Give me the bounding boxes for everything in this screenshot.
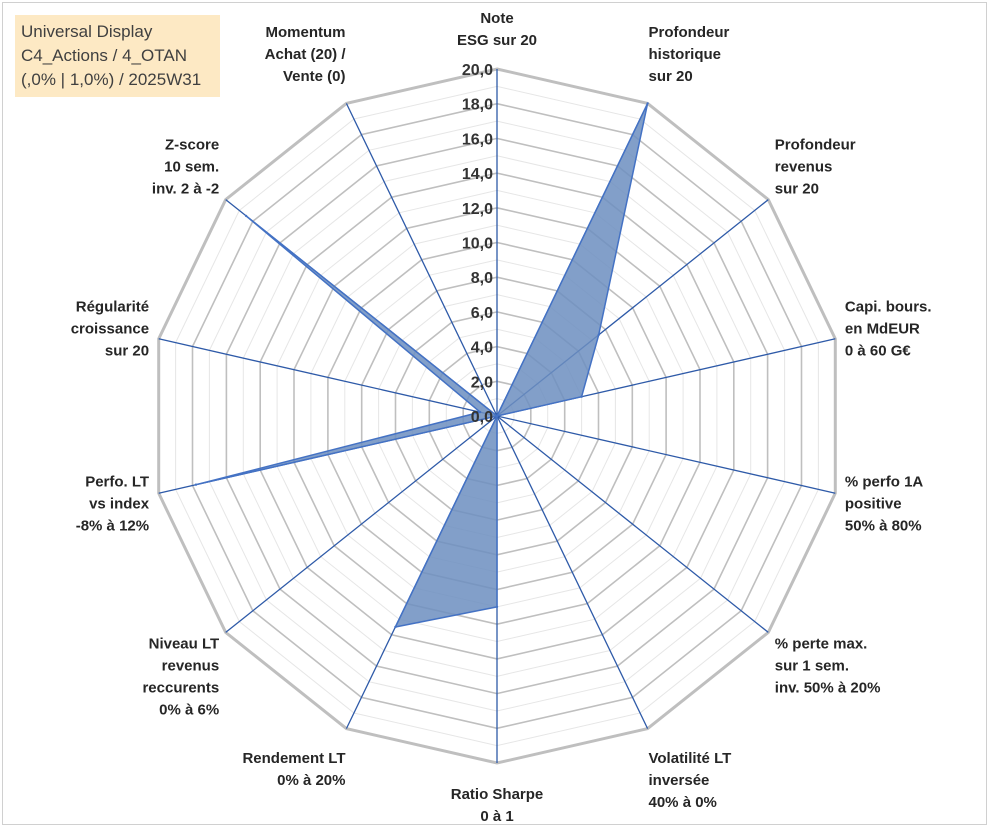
axis-label: sur 1 sem. — [775, 657, 849, 674]
tick-label: 18,0 — [462, 97, 493, 114]
axis-label: Vente (0) — [283, 68, 346, 85]
axis-label: positive — [845, 496, 902, 513]
data-point — [394, 625, 397, 629]
axis-label: sur 20 — [105, 343, 149, 360]
axis-label: % perte max. — [775, 635, 868, 652]
tick-label: 4,0 — [471, 340, 493, 357]
info-line-2: C4_Actions / 4_OTAN — [21, 46, 187, 65]
axis-label: Achat (20) / — [265, 46, 347, 63]
axis-label: -8% à 12% — [76, 518, 149, 535]
axis-label: revenus — [775, 159, 833, 176]
axis-label: Profondeur — [649, 24, 730, 41]
data-point — [478, 410, 482, 414]
axis-label: sur 20 — [775, 181, 819, 198]
axis-label: ESG sur 20 — [457, 32, 537, 49]
axis-label-group: Perfo. LT vs index -8% à 12% — [76, 474, 150, 535]
axis-label-group: Régularité croissance sur 20 — [71, 299, 149, 360]
data-point — [580, 395, 583, 398]
tick-label: 10,0 — [462, 236, 493, 253]
axis-label-group: Profondeur revenus sur 20 — [775, 137, 856, 198]
axis-labels: Note ESG sur 20 Profondeur historique sur 20… — [71, 10, 932, 825]
axis-label-group: Z-score 10 sem. inv. 2 à -2 — [152, 137, 219, 198]
spoke-line — [496, 415, 836, 494]
axis-label: 0 à 1 — [480, 808, 513, 825]
axis-label: Perfo. LT — [85, 474, 149, 491]
data-point — [495, 414, 499, 418]
axis-label: 50% à 80% — [845, 518, 922, 535]
axis-label: Profondeur — [775, 137, 856, 154]
tick-label: 16,0 — [462, 131, 493, 148]
axis-label: Ratio Sharpe — [451, 786, 544, 803]
axis-label: 40% à 0% — [649, 794, 717, 811]
axis-label: 0 à 60 G€ — [845, 343, 912, 360]
info-box: Universal Display C4_Actions / 4_OTAN (,… — [15, 15, 220, 97]
spoke-line — [496, 415, 649, 729]
axis-label: croissance — [71, 321, 149, 338]
tick-label: 2,0 — [471, 374, 493, 391]
axis-label: 0% à 20% — [277, 772, 345, 789]
axis-label: % perfo 1A — [845, 474, 924, 491]
info-line-1: Universal Display — [21, 22, 153, 41]
axis-label-group: Rendement LT 0% à 20% — [242, 750, 345, 789]
axis-label-group: Volatilité LT inversée 40% à 0% — [649, 750, 732, 811]
radial-tick-labels: 0,0 2,0 4,0 6,0 8,0 10,0 12,0 14,0 16,0 18,0 20,0 — [462, 62, 493, 426]
axis-label: 10 sem. — [164, 159, 219, 176]
spoke-line — [158, 338, 498, 417]
radar-chart: 0,02,04,06,08,010,012,014,016,018,020,0 … — [71, 10, 932, 825]
axis-label: Niveau LT — [149, 635, 220, 652]
axis-label: sur 20 — [649, 68, 693, 85]
tick-label: 12,0 — [462, 201, 493, 218]
axis-label-group: Capi. bours. en MdEUR 0 à 60 G€ — [845, 299, 932, 360]
axis-label: Z-score — [165, 137, 219, 154]
axis-label: revenus — [162, 657, 220, 674]
data-point — [597, 333, 600, 337]
axis-label: historique — [649, 46, 722, 63]
axis-label-group: Niveau LT revenus reccurents 0% à 6% — [142, 635, 219, 718]
axis-label-group: Profondeur historique sur 20 — [649, 24, 730, 85]
tick-label: 0,0 — [471, 409, 493, 426]
series-area — [195, 102, 649, 628]
radar-series — [194, 102, 649, 629]
axis-label-group: % perte max. sur 1 sem. inv. 50% à 20% — [775, 635, 881, 696]
tick-label: 6,0 — [471, 305, 493, 322]
axis-label: inversée — [649, 772, 710, 789]
axis-label: Capi. bours. — [845, 299, 932, 316]
axis-label: Note — [480, 10, 513, 27]
axis-label-group: Momentum Achat (20) / Vente (0) — [265, 24, 347, 85]
info-line-3: (,0% | 1,0%) / 2025W31 — [21, 70, 202, 89]
data-point — [495, 605, 499, 609]
axis-label: Volatilité LT — [649, 750, 732, 767]
tick-label: 14,0 — [462, 166, 493, 183]
tick-label: 20,0 — [462, 62, 493, 79]
axis-label: vs index — [89, 496, 150, 513]
axis-label-group: Ratio Sharpe 0 à 1 — [451, 786, 544, 825]
data-point — [244, 214, 248, 218]
axis-label: 0% à 6% — [159, 701, 219, 718]
axis-label-group: % perfo 1A positive 50% à 80% — [845, 474, 924, 535]
tick-label: 8,0 — [471, 270, 493, 287]
spoke-line — [225, 415, 498, 633]
spoke-line — [345, 103, 498, 417]
axis-label: reccurents — [142, 679, 219, 696]
data-point — [194, 483, 198, 486]
axis-label: Régularité — [76, 299, 149, 316]
axis-label: Momentum — [266, 24, 346, 41]
spoke-line — [496, 415, 769, 633]
axis-label: en MdEUR — [845, 321, 920, 338]
axis-label: Rendement LT — [242, 750, 345, 767]
axis-label: inv. 50% à 20% — [775, 679, 881, 696]
axis-label-group: Note ESG sur 20 — [457, 10, 537, 49]
axis-label: inv. 2 à -2 — [152, 181, 219, 198]
data-point — [646, 102, 649, 105]
